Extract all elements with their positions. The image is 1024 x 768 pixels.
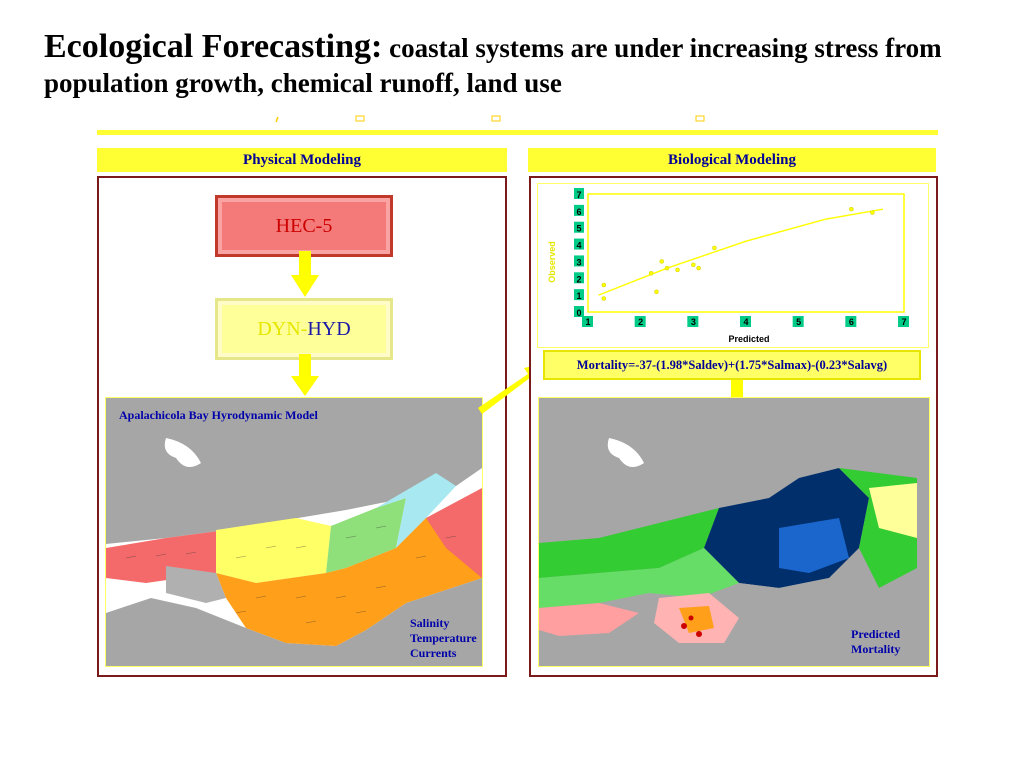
x-tick-bg [740, 316, 751, 327]
title-rest: coastal systems are under increasing str… [44, 33, 942, 99]
chart-ylabel: Observed [547, 241, 557, 283]
x-tick-bg [898, 316, 909, 327]
y-tick-bg [574, 255, 584, 267]
y-tick-bg [574, 188, 584, 199]
x-tick-bg [582, 316, 593, 327]
data-point [601, 282, 607, 288]
mortality-equation: Mortality=-37-(1.98*Saldev)+(1.75*Salmax… [543, 350, 921, 380]
data-point [664, 265, 670, 271]
x-tick-bg [687, 316, 699, 327]
mortality-map [539, 398, 929, 666]
hydrodynamic-map-title: Apalachicola Bay Hyrodynamic Model [119, 408, 318, 422]
yellow-rule [97, 130, 938, 135]
hec5-label: HEC-5 [275, 214, 333, 237]
x-tick-bg [845, 316, 857, 327]
x-tick-bg [634, 316, 646, 327]
physical-modeling-header: Physical Modeling [97, 148, 507, 172]
biological-modeling-header: Biological Modeling [528, 148, 936, 172]
y-tick-bg [574, 289, 584, 301]
data-point [659, 259, 664, 264]
chart-xlabel: Predicted [728, 334, 769, 344]
arrow-down-icon [291, 251, 319, 297]
y-tick-label: 3 [576, 257, 581, 267]
title-bold: Ecological Forecasting: [44, 28, 383, 65]
arrow-down-icon [291, 354, 319, 396]
dynhyd-part2: HYD [307, 317, 351, 340]
mortality-label: Mortality [851, 642, 901, 656]
y-tick-bg [574, 238, 584, 250]
data-point [648, 270, 654, 276]
mortality-map-frame [538, 397, 930, 667]
data-point [849, 206, 854, 212]
hydrodynamic-map [106, 398, 482, 666]
data-point [712, 245, 717, 251]
y-tick-bg [574, 272, 584, 284]
data-point [691, 262, 696, 268]
x-tick-label: 7 [901, 317, 906, 327]
legend-currents: Currents [410, 646, 457, 660]
x-tick-label: 6 [849, 317, 854, 327]
data-point [870, 210, 875, 215]
predicted-label: Predicted [851, 627, 901, 641]
hydrodynamic-map-frame [105, 397, 483, 667]
data-point [696, 265, 701, 271]
predicted-mortality-label: Predicted Mortality [851, 627, 900, 657]
y-tick-label: 7 [576, 190, 581, 200]
y-tick-bg [574, 306, 584, 317]
x-tick-bg [792, 316, 804, 327]
dynhyd-part1: DYN- [257, 317, 308, 340]
y-tick-bg [574, 204, 584, 216]
y-tick-label: 1 [576, 291, 581, 301]
y-tick-label: 4 [576, 241, 581, 251]
trend-line [598, 208, 884, 296]
legend-salinity: Salinity [410, 616, 450, 630]
x-tick-label: 5 [796, 317, 801, 327]
x-tick-label: 1 [585, 317, 590, 327]
diagonal-arrow-icon [478, 364, 542, 414]
x-tick-label: 2 [638, 317, 643, 327]
hec5-box: HEC-5 [215, 195, 393, 257]
y-tick-label: 5 [576, 224, 581, 234]
map-legend: Salinity Temperature Currents [410, 616, 477, 661]
data-point [654, 289, 659, 295]
y-tick-label: 2 [576, 274, 581, 284]
data-point [675, 267, 680, 273]
data-point [601, 296, 607, 301]
dynhyd-box: DYN- HYD [215, 298, 393, 360]
legend-temperature: Temperature [410, 631, 477, 645]
plot-area [587, 193, 905, 313]
y-tick-label: 6 [576, 207, 581, 217]
slide-title: Ecological Forecasting: coastal systems … [44, 26, 1004, 100]
x-tick-label: 4 [743, 317, 748, 327]
x-tick-label: 3 [691, 317, 696, 327]
y-tick-label: 0 [576, 308, 581, 318]
decor-marks [275, 115, 705, 123]
y-tick-bg [574, 221, 584, 233]
